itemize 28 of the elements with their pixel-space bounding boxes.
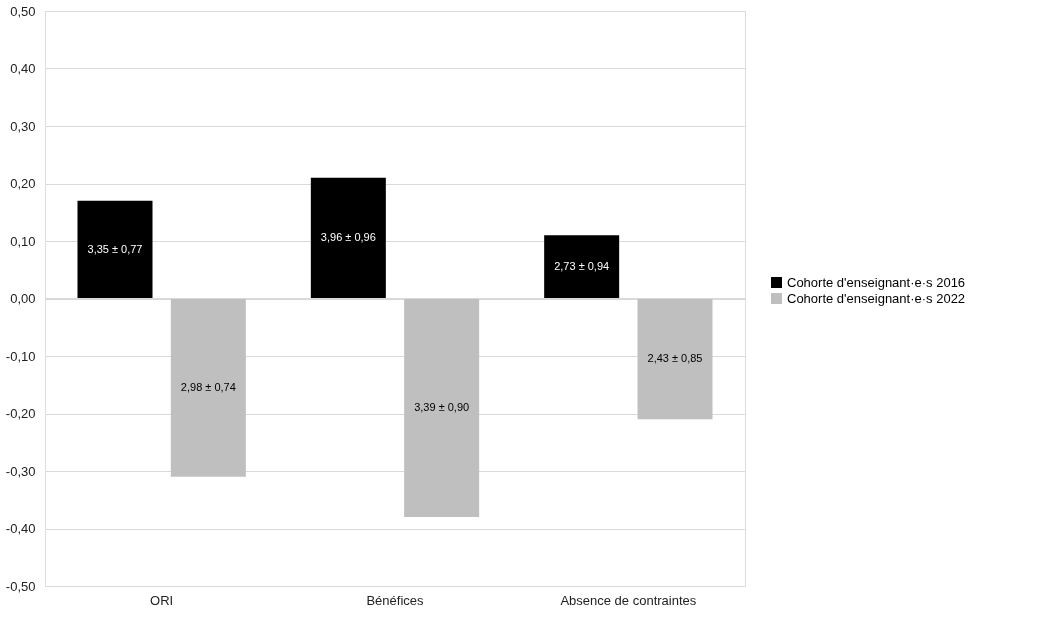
annotation: 3,39 ± 0,90 [414, 400, 470, 413]
y-tick-label: -0,20 [5, 406, 36, 421]
y-tick-label: -0,40 [5, 521, 36, 536]
annotation: 3,96 ± 0,96 [320, 231, 376, 244]
bar [637, 298, 713, 420]
annotation: 3,35 ± 0,77 [87, 242, 143, 255]
y-tick-label: 0,30 [10, 118, 36, 134]
bar [404, 298, 480, 517]
y-tick-label: 0,50 [10, 3, 36, 19]
y-tick-label: 0,20 [10, 176, 36, 191]
x-tick-label: Bénéfices [366, 592, 425, 608]
x-tick-label: Absence de contraintes [560, 592, 697, 608]
y-tick-label: 0,00 [10, 291, 36, 306]
y-tick-label: 0,40 [10, 61, 36, 76]
bar [544, 235, 620, 299]
y-tick-label: 0,10 [10, 233, 36, 249]
bar [77, 200, 153, 299]
y-tick-label: -0,50 [5, 578, 36, 594]
y-tick-label: -0,10 [5, 348, 36, 364]
bar [310, 177, 386, 299]
annotation: 2,73 ± 0,94 [554, 259, 610, 272]
bar [170, 298, 246, 477]
legend-label: Cohorte d'enseignant·e·s 2022 [787, 290, 966, 306]
y-tick-label: -0,30 [5, 463, 36, 479]
legend-label: Cohorte d'enseignant·e·s 2016 [787, 274, 966, 290]
annotation: 2,98 ± 0,74 [180, 380, 236, 393]
annotation: 2,43 ± 0,85 [647, 351, 703, 364]
x-tick-label: ORI [150, 592, 174, 608]
